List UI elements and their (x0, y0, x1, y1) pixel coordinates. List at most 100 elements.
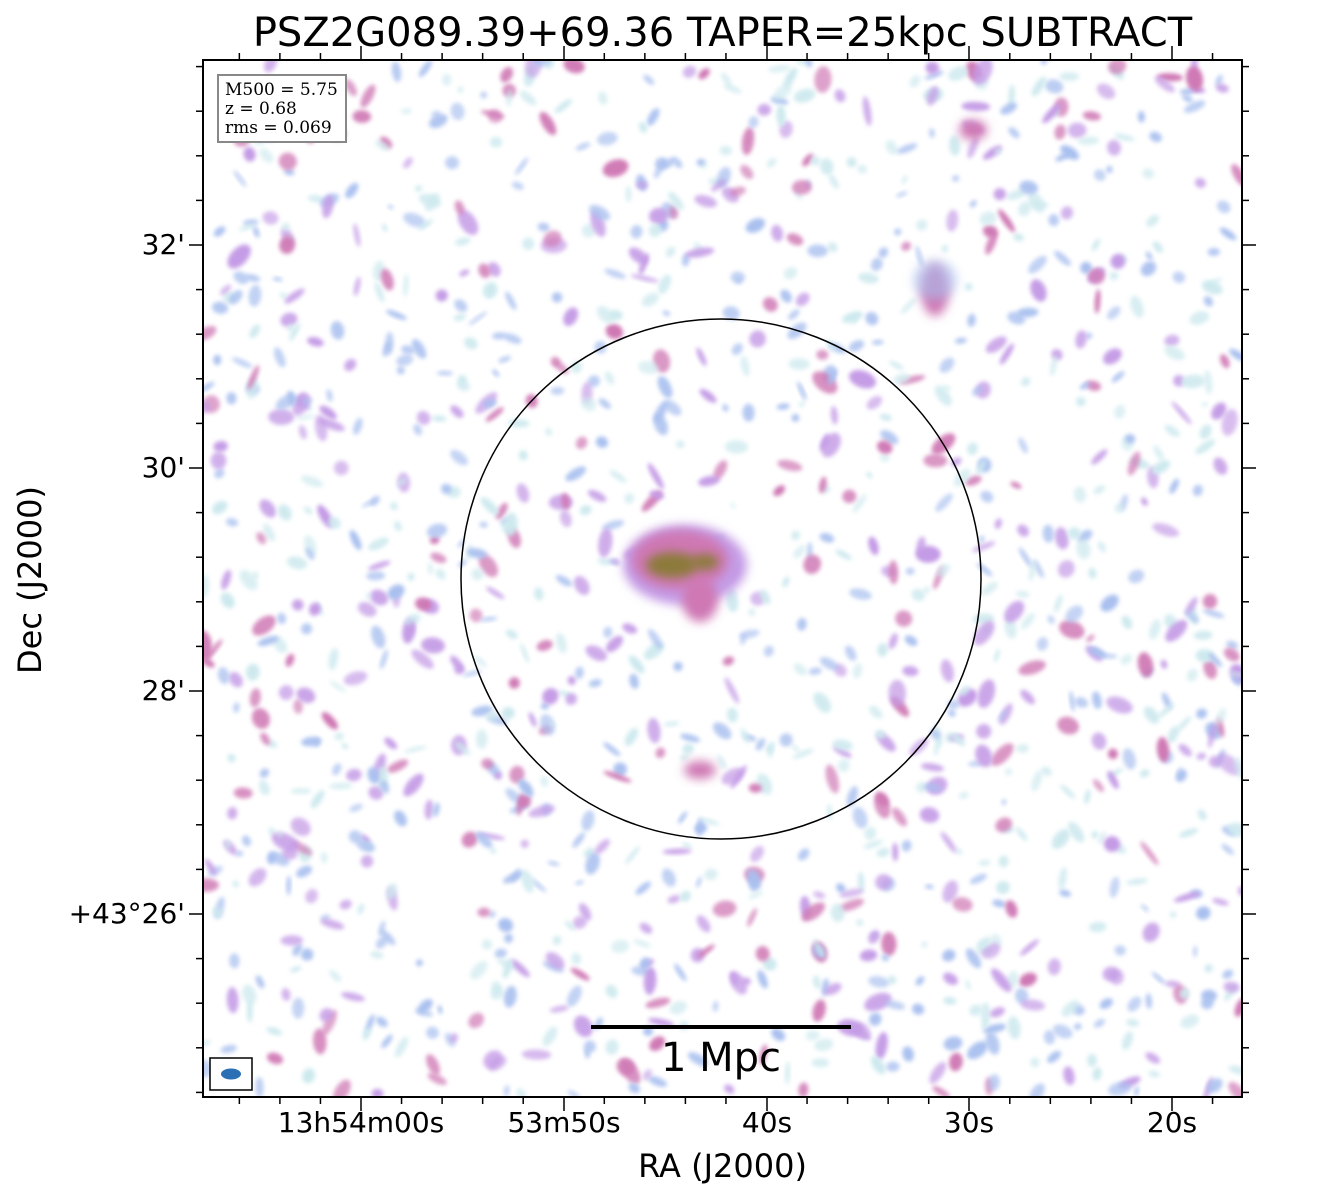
emission-blob (1092, 691, 1102, 709)
emission-blob (310, 790, 325, 809)
emission-blob (818, 476, 827, 494)
emission-blob (1091, 830, 1099, 839)
y-axis-label: Dec (J2000) (11, 486, 49, 674)
emission-blob (674, 963, 687, 982)
emission-blob (685, 247, 715, 258)
emission-blob (981, 1018, 989, 1030)
emission-blob (819, 656, 839, 671)
emission-blob (415, 185, 422, 192)
emission-blob (663, 399, 682, 416)
emission-blob (486, 586, 505, 600)
emission-blob (1076, 396, 1086, 407)
emission-blob (457, 209, 479, 236)
emission-blob (1015, 827, 1028, 841)
emission-blob (725, 588, 739, 613)
emission-blob (925, 61, 940, 75)
emission-blob (1140, 261, 1157, 277)
emission-blob (1073, 1023, 1082, 1030)
emission-blob (1173, 891, 1201, 903)
emission-blob (1042, 103, 1061, 124)
emission-blob (741, 127, 755, 155)
emission-blob (999, 703, 1013, 725)
emission-blob (870, 1056, 886, 1075)
emission-blob (227, 807, 238, 820)
emission-blob (480, 497, 499, 516)
emission-blob (662, 848, 692, 855)
emission-blob (1054, 527, 1069, 550)
emission-blob (232, 880, 239, 888)
emission-blob (588, 679, 602, 688)
emission-blob (292, 943, 303, 957)
emission-blob (992, 899, 1006, 908)
emission-blob (457, 559, 467, 568)
emission-blob (628, 247, 648, 265)
emission-blob (740, 164, 754, 180)
emission-blob (1207, 277, 1223, 286)
emission-blob (492, 369, 500, 377)
emission-blob (266, 851, 277, 865)
emission-blob (380, 268, 394, 291)
emission-blob (305, 889, 318, 904)
emission-blob (687, 1052, 708, 1067)
emission-blob (863, 839, 883, 850)
emission-blob (1102, 348, 1122, 365)
emission-blob (1010, 481, 1022, 489)
emission-blob (985, 1031, 1000, 1055)
emission-blob (286, 875, 291, 896)
emission-blob (403, 773, 424, 797)
emission-blob (868, 536, 879, 556)
emission-blob (750, 845, 764, 863)
emission-blob (1005, 767, 1012, 776)
emission-blob (994, 648, 1000, 663)
emission-blob (757, 103, 772, 116)
emission-blob (470, 960, 488, 980)
emission-blob (233, 271, 249, 285)
emission-blob (1128, 569, 1145, 584)
emission-blob (305, 547, 315, 560)
emission-blob (344, 358, 357, 372)
emission-blob (975, 459, 987, 475)
emission-blob (369, 495, 380, 506)
emission-blob (928, 128, 935, 139)
emission-blob (645, 997, 671, 1009)
emission-blob (1043, 1030, 1056, 1045)
emission-blob (663, 721, 680, 727)
emission-blob (581, 223, 596, 238)
emission-blob (522, 237, 535, 250)
emission-blob (712, 900, 737, 918)
emission-blob (502, 958, 513, 979)
emission-blob (385, 331, 394, 355)
emission-blob (1059, 889, 1072, 897)
emission-blob (473, 655, 487, 667)
emission-blob (329, 680, 346, 692)
emission-blob (262, 211, 279, 225)
emission-blob (457, 539, 465, 548)
emission-blob (1052, 1024, 1073, 1039)
emission-blob (450, 102, 465, 121)
emission-blob (1201, 280, 1223, 295)
emission-blob (712, 1000, 719, 1012)
emission-blob (836, 883, 846, 893)
emission-blob (458, 374, 467, 385)
emission-blob (696, 158, 705, 166)
emission-blob (1167, 726, 1179, 744)
emission-blob (839, 888, 864, 898)
emission-blob (1045, 79, 1064, 94)
emission-blob (296, 392, 307, 408)
emission-blob (598, 528, 613, 558)
emission-blob (300, 475, 324, 488)
emission-blob (572, 832, 585, 848)
emission-blob (1107, 139, 1121, 156)
emission-blob (248, 868, 267, 887)
emission-blob (516, 793, 524, 816)
emission-blob (633, 939, 651, 948)
emission-blob (345, 182, 359, 199)
emission-blob (1140, 841, 1159, 866)
emission-blob (1030, 279, 1047, 302)
emission-blob (812, 975, 821, 989)
emission-blob (1130, 295, 1144, 318)
emission-blob (413, 424, 423, 436)
emission-blob (605, 984, 618, 998)
emission-blob (252, 615, 276, 636)
emission-blob (697, 944, 715, 958)
